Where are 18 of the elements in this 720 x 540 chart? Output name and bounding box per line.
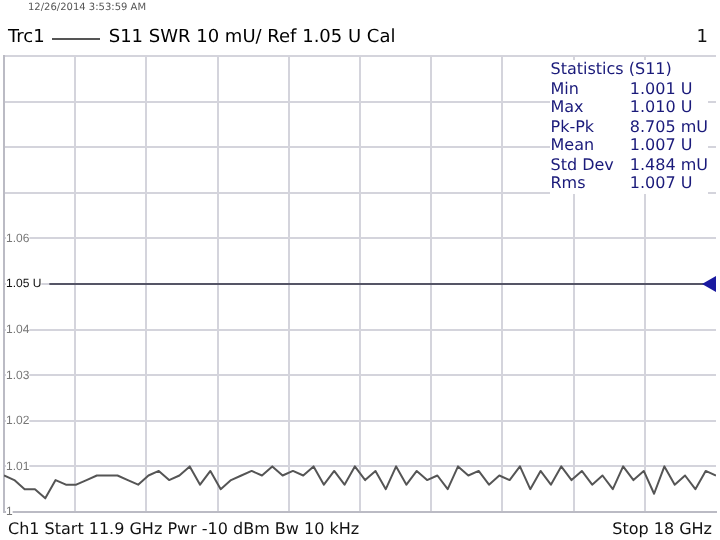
legend-label: Trc1 <box>8 28 45 48</box>
text: Ch1 Start 11.9 GHz Pwr -10 dBm Bw 10 kHz <box>8 520 360 538</box>
annotation: 1.010 U <box>629 98 695 117</box>
annotation: Max <box>550 98 586 117</box>
annotation: 1.001 U <box>629 79 695 98</box>
annotation: Mean <box>550 136 597 155</box>
text: Stop 18 GHz <box>612 520 712 538</box>
annotation: 1.484 mU <box>629 155 708 174</box>
annotation: Statistics (S11) <box>550 60 674 79</box>
annotation: Std Dev <box>550 155 614 174</box>
annotation: Rms <box>550 174 588 193</box>
chart-subtitle: S11 SWR 10 mU/ Ref 1.05 U Cal <box>108 28 396 48</box>
annotation: 1.007 U <box>629 136 695 155</box>
annotation: Pk-Pk <box>550 117 597 136</box>
annotation: 1.007 U <box>629 174 695 193</box>
annotation: 8.705 mU <box>629 117 708 136</box>
text: 1 <box>696 28 708 48</box>
annotation: Min <box>550 79 581 98</box>
